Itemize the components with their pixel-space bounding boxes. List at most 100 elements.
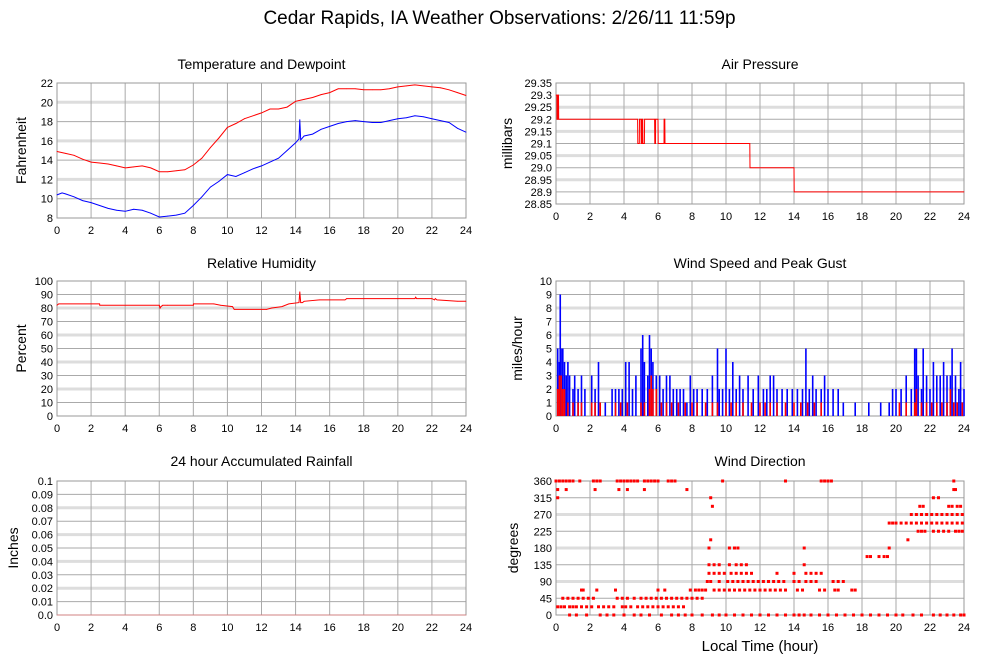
- scatter-point: [595, 479, 599, 483]
- x-tick-label: 24: [958, 423, 970, 435]
- chart-title: Relative Humidity: [207, 255, 316, 271]
- x-tick-label: 24: [460, 423, 472, 435]
- scatter-point: [648, 613, 651, 617]
- y-tick-label: 70: [41, 317, 53, 329]
- data-point: [73, 154, 75, 156]
- scatter-point: [690, 613, 694, 617]
- data-point: [175, 214, 177, 216]
- scatter-point: [683, 613, 687, 617]
- scatter-point: [954, 488, 957, 492]
- scatter-point: [823, 479, 827, 483]
- scatter-point: [612, 605, 616, 609]
- x-tick-label: 4: [621, 211, 627, 223]
- data-point: [141, 209, 143, 211]
- x-tick-label: 20: [392, 423, 404, 435]
- data-point: [793, 167, 795, 169]
- data-point: [457, 92, 458, 94]
- scatter-point: [955, 504, 959, 508]
- data-point: [388, 120, 390, 122]
- data-point: [963, 191, 965, 193]
- y-tick-label: 20: [41, 97, 53, 109]
- x-tick-label: 18: [358, 622, 370, 634]
- scatter-point: [580, 605, 583, 609]
- data-point: [73, 196, 75, 198]
- data-point: [637, 143, 639, 144]
- scatter-point: [651, 605, 655, 609]
- scatter-point: [773, 588, 777, 592]
- scatter-point: [768, 588, 772, 592]
- data-point: [639, 118, 640, 120]
- plot-frame: [56, 280, 467, 417]
- data-point: [354, 120, 356, 122]
- x-tick-label: 18: [358, 423, 370, 435]
- data-point: [158, 171, 160, 173]
- scatter-point: [629, 605, 633, 609]
- scatter-point: [758, 588, 762, 592]
- data-point: [218, 180, 220, 182]
- scatter-point: [571, 596, 575, 600]
- data-point: [363, 89, 365, 91]
- x-tick-label: 22: [924, 423, 936, 435]
- chart-temp: Temperature and Dewpoint8101214161820220…: [13, 56, 472, 237]
- y-tick-label: 0: [546, 610, 552, 622]
- y-tick-label: 28.85: [524, 199, 552, 211]
- scatter-point: [722, 571, 726, 575]
- x-tick-label: 24: [460, 622, 472, 634]
- data-point: [640, 143, 642, 144]
- data-point: [227, 126, 228, 128]
- data-point: [61, 192, 63, 194]
- scatter-point: [914, 521, 918, 525]
- scatter-point: [707, 571, 711, 575]
- data-point: [465, 131, 467, 133]
- data-point: [363, 121, 365, 122]
- data-point: [232, 306, 233, 308]
- scatter-point: [901, 613, 905, 617]
- data-point: [116, 165, 118, 167]
- scatter-point: [617, 488, 621, 492]
- data-point: [397, 86, 399, 88]
- scatter-point: [666, 479, 670, 483]
- scatter-point: [860, 613, 864, 617]
- scatter-point: [877, 613, 881, 617]
- scatter-point: [853, 588, 857, 592]
- x-tick-label: 12: [255, 225, 267, 237]
- data-point: [288, 303, 290, 305]
- data-point: [235, 123, 237, 124]
- x-tick-label: 10: [720, 211, 732, 223]
- data-point: [252, 115, 254, 117]
- x-tick-label: 22: [426, 225, 438, 237]
- y-tick-label: 100: [35, 276, 53, 288]
- scatter-point: [564, 479, 568, 483]
- scatter-point: [887, 521, 891, 525]
- scatter-point: [676, 605, 680, 609]
- x-tick-label: 14: [788, 211, 800, 223]
- y-tick-label: 135: [534, 560, 552, 572]
- scatter-point: [670, 613, 674, 617]
- x-tick-label: 2: [88, 423, 94, 435]
- x-tick-label: 10: [221, 423, 233, 435]
- y-tick-label: 29.3: [531, 90, 552, 102]
- y-tick-label: 0.06: [32, 530, 53, 542]
- x-tick-label: 16: [324, 423, 336, 435]
- scatter-point: [920, 513, 923, 516]
- y-tick-label: 22: [41, 78, 53, 90]
- scatter-point: [586, 596, 590, 600]
- scatter-point: [950, 513, 954, 516]
- data-point: [244, 172, 245, 174]
- scatter-point: [625, 596, 629, 600]
- scatter-point: [921, 504, 925, 508]
- scatter-point: [801, 588, 804, 592]
- data-point: [201, 196, 203, 198]
- scatter-point: [945, 613, 949, 617]
- data-point: [300, 302, 302, 303]
- scatter-point: [955, 513, 959, 516]
- y-tick-label: 6: [546, 330, 552, 342]
- scatter-point: [619, 479, 623, 483]
- x-tick-label: 4: [122, 225, 128, 237]
- scatter-point: [829, 479, 833, 483]
- scatter-point: [559, 605, 563, 609]
- scatter-point: [744, 571, 748, 575]
- scatter-point: [775, 571, 779, 575]
- data-point: [558, 118, 560, 120]
